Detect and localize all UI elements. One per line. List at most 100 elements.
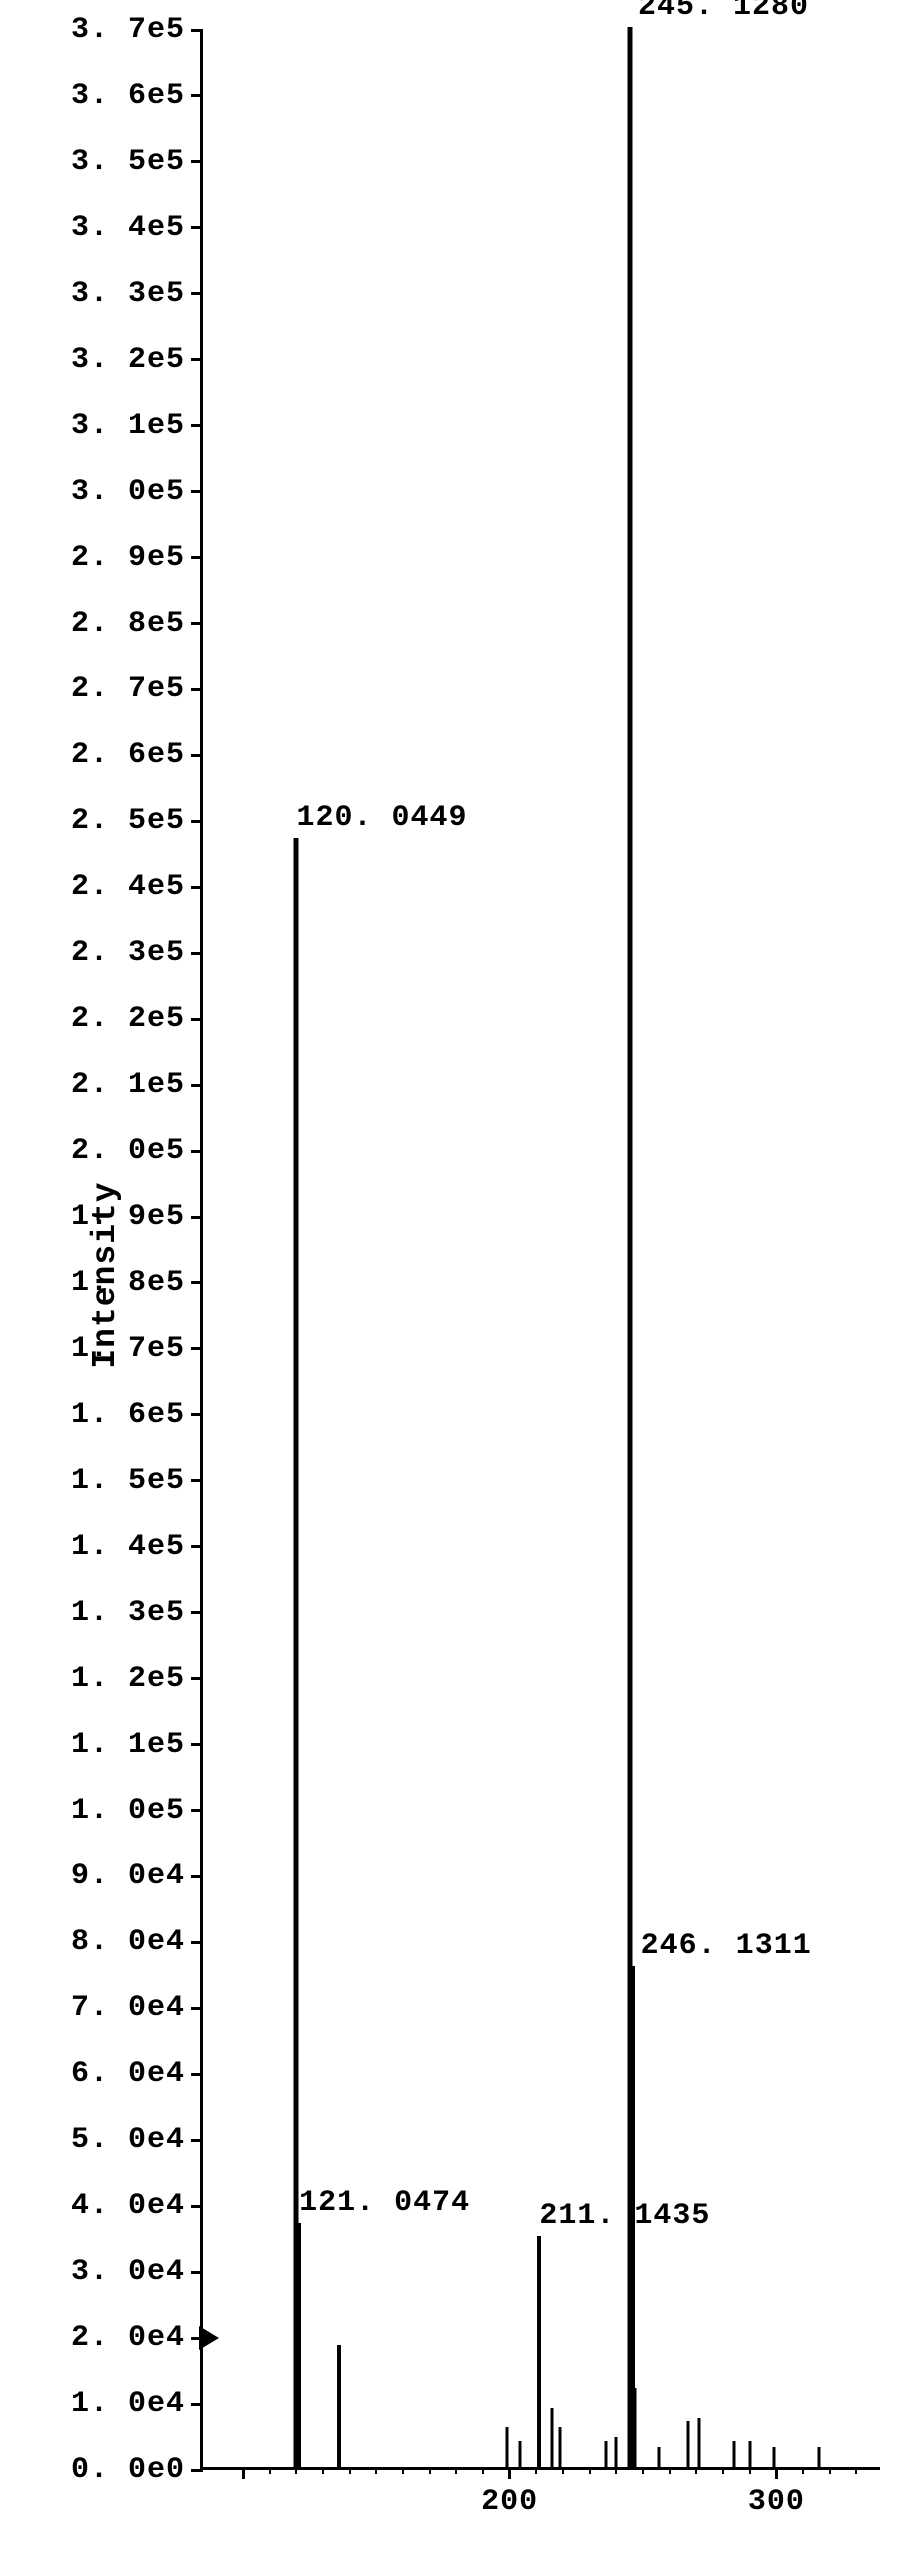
- x-tick-minor: [562, 2467, 564, 2474]
- y-tick: [191, 1150, 203, 1153]
- y-tick-label: 1. 0e4: [71, 2387, 185, 2421]
- y-tick-label: 9. 0e4: [71, 1859, 185, 1893]
- x-tick-minor: [269, 2467, 271, 2474]
- y-tick-label: 3. 4e5: [71, 211, 185, 245]
- x-tick-label: 300: [748, 2485, 805, 2519]
- spectrum-peak: [687, 2421, 690, 2467]
- x-tick-minor: [802, 2467, 804, 2474]
- y-tick-label: 1. 3e5: [71, 1596, 185, 1630]
- x-tick-minor: [829, 2467, 831, 2474]
- peak-label: 245. 1280: [638, 0, 809, 24]
- y-tick: [191, 1347, 203, 1350]
- y-tick: [191, 1479, 203, 1482]
- y-tick: [191, 1216, 203, 1219]
- y-tick-label: 2. 5e5: [71, 804, 185, 838]
- y-tick: [191, 226, 203, 229]
- spectrum-peak: [297, 2223, 301, 2467]
- x-tick: [242, 2467, 245, 2479]
- y-tick-label: 5. 0e4: [71, 2123, 185, 2157]
- x-tick-minor: [642, 2467, 644, 2474]
- y-tick: [191, 2205, 203, 2208]
- y-tick-label: 3. 5e5: [71, 145, 185, 179]
- y-tick: [191, 358, 203, 361]
- y-tick-label: 3. 0e4: [71, 2255, 185, 2289]
- y-tick: [191, 1018, 203, 1021]
- y-tick-label: 1. 4e5: [71, 1530, 185, 1564]
- y-tick: [191, 556, 203, 559]
- y-tick-label: 8. 0e4: [71, 1925, 185, 1959]
- y-tick: [191, 1809, 203, 1812]
- y-tick: [191, 1084, 203, 1087]
- y-tick-label: 2. 1e5: [71, 1068, 185, 1102]
- y-tick-label: 1. 7e5: [71, 1332, 185, 1366]
- y-tick-label: 6. 0e4: [71, 2057, 185, 2091]
- spectrum-peak: [506, 2427, 509, 2467]
- spectrum-peak: [337, 2345, 341, 2467]
- y-tick: [191, 490, 203, 493]
- x-tick-minor: [482, 2467, 484, 2474]
- x-tick-minor: [669, 2467, 671, 2474]
- x-tick-minor: [749, 2467, 751, 2474]
- peak-label: 211. 1435: [539, 2199, 710, 2233]
- x-tick-minor: [402, 2467, 404, 2474]
- x-tick-minor: [322, 2467, 324, 2474]
- y-tick-label: 1. 8e5: [71, 1266, 185, 1300]
- spectrum-peak: [615, 2437, 618, 2467]
- y-tick: [191, 94, 203, 97]
- peak-label: 120. 0449: [296, 801, 467, 835]
- y-tick-label: 1. 5e5: [71, 1464, 185, 1498]
- y-tick-label: 2. 4e5: [71, 870, 185, 904]
- x-tick-minor: [589, 2467, 591, 2474]
- spectrum-peak: [698, 2418, 701, 2467]
- x-tick: [775, 2467, 778, 2479]
- y-tick: [191, 1743, 203, 1746]
- x-tick-minor: [535, 2467, 537, 2474]
- y-tick-label: 2. 6e5: [71, 738, 185, 772]
- x-tick-minor: [695, 2467, 697, 2474]
- y-tick: [191, 886, 203, 889]
- y-tick-label: 2. 8e5: [71, 607, 185, 641]
- y-tick: [191, 1413, 203, 1416]
- y-tick-label: 3. 3e5: [71, 277, 185, 311]
- x-tick-minor: [615, 2467, 617, 2474]
- y-tick-label: 4. 0e4: [71, 2189, 185, 2223]
- spectrum-peak: [559, 2427, 562, 2467]
- x-tick-minor: [429, 2467, 431, 2474]
- y-tick-label: 3. 0e5: [71, 475, 185, 509]
- y-tick: [191, 688, 203, 691]
- y-tick-label: 1. 0e5: [71, 1794, 185, 1828]
- y-tick-label: 1. 6e5: [71, 1398, 185, 1432]
- x-tick-label: 200: [481, 2485, 538, 2519]
- y-tick-label: 3. 1e5: [71, 409, 185, 443]
- y-tick-label: 3. 7e5: [71, 13, 185, 47]
- y-tick-label: 0. 0e0: [71, 2453, 185, 2487]
- y-tick-label: 1. 9e5: [71, 1200, 185, 1234]
- y-tick-label: 2. 0e5: [71, 1134, 185, 1168]
- x-tick: [508, 2467, 511, 2479]
- spectrum-peak: [519, 2441, 522, 2467]
- y-tick: [191, 820, 203, 823]
- y-tick: [191, 2007, 203, 2010]
- y-tick-label: 2. 3e5: [71, 936, 185, 970]
- y-tick-label: 3. 2e5: [71, 343, 185, 377]
- y-tick: [191, 424, 203, 427]
- spectrum-peak: [537, 2236, 541, 2467]
- y-tick: [191, 29, 203, 32]
- spectrum-peak: [748, 2441, 751, 2467]
- y-tick-label: 7. 0e4: [71, 1991, 185, 2025]
- peak-label: 246. 1311: [641, 1929, 812, 1963]
- spectrum-peak: [634, 2388, 637, 2467]
- y-tick-label: 1. 2e5: [71, 1662, 185, 1696]
- spectrum-peak: [604, 2441, 607, 2467]
- arrow-icon: [199, 2326, 219, 2350]
- y-tick: [191, 1611, 203, 1614]
- y-tick-label: 1. 1e5: [71, 1728, 185, 1762]
- x-tick-minor: [295, 2467, 297, 2474]
- y-tick-label: 2. 9e5: [71, 541, 185, 575]
- y-tick-label: 2. 2e5: [71, 1002, 185, 1036]
- y-tick: [191, 1677, 203, 1680]
- x-tick-minor: [375, 2467, 377, 2474]
- plot-area: 0. 0e01. 0e42. 0e43. 0e44. 0e45. 0e46. 0…: [200, 30, 880, 2470]
- spectrum-peak: [818, 2447, 821, 2467]
- y-tick: [191, 2469, 203, 2472]
